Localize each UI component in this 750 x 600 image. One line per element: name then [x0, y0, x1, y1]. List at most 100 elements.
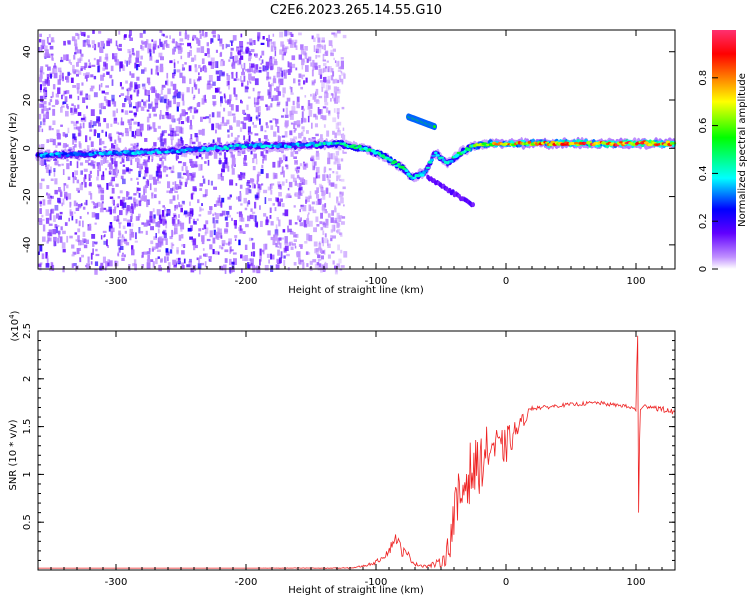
- noise-speckle: [83, 33, 86, 37]
- noise-speckle: [313, 113, 317, 118]
- noise-speckle: [281, 203, 285, 208]
- spectrogram-y-label: Frequency (Hz): [8, 112, 19, 188]
- noise-speckle: [334, 91, 337, 98]
- noise-speckle: [116, 108, 118, 114]
- noise-speckle: [48, 229, 53, 237]
- noise-speckle: [61, 105, 65, 108]
- noise-speckle: [149, 55, 153, 61]
- noise-speckle: [150, 68, 153, 75]
- noise-speckle: [338, 258, 342, 264]
- noise-speckle: [144, 138, 148, 142]
- noise-speckle: [42, 105, 47, 112]
- noise-speckle: [270, 253, 272, 260]
- noise-speckle: [224, 249, 229, 253]
- noise-speckle: [216, 236, 220, 240]
- noise-speckle: [138, 192, 141, 198]
- noise-speckle: [125, 242, 130, 246]
- noise-speckle: [154, 60, 158, 63]
- snr-y-ticks: 0.511.522.5: [22, 323, 675, 561]
- noise-speckle: [222, 60, 225, 66]
- noise-speckle: [165, 35, 168, 39]
- noise-speckle: [165, 102, 170, 109]
- noise-speckle: [247, 130, 250, 135]
- noise-speckle: [134, 263, 137, 271]
- noise-speckle: [275, 264, 280, 270]
- noise-speckle: [121, 257, 125, 261]
- noise-speckle: [320, 198, 322, 204]
- noise-speckle: [103, 96, 107, 102]
- noise-speckle: [313, 241, 318, 247]
- noise-speckle: [316, 262, 320, 265]
- noise-speckle: [243, 116, 247, 121]
- noise-speckle: [121, 239, 125, 243]
- noise-speckle: [198, 76, 202, 81]
- noise-speckle: [89, 182, 92, 187]
- noise-speckle: [235, 183, 238, 186]
- noise-speckle: [102, 73, 106, 77]
- noise-speckle: [288, 219, 292, 226]
- noise-speckle: [161, 114, 165, 120]
- noise-speckle: [196, 109, 199, 113]
- noise-speckle: [333, 57, 335, 61]
- noise-speckle: [172, 95, 176, 99]
- noise-speckle: [237, 50, 242, 56]
- noise-speckle: [42, 224, 46, 232]
- noise-speckle: [242, 175, 245, 179]
- noise-speckle: [323, 249, 326, 255]
- noise-speckle: [89, 88, 94, 92]
- noise-speckle: [223, 93, 226, 99]
- noise-speckle: [290, 246, 294, 250]
- noise-speckle: [263, 189, 268, 194]
- noise-speckle: [170, 133, 174, 141]
- noise-speckle: [127, 49, 131, 54]
- noise-speckle: [302, 129, 305, 132]
- noise-speckle: [102, 256, 106, 264]
- noise-speckle: [77, 70, 82, 75]
- noise-speckle: [247, 200, 250, 204]
- noise-speckle: [163, 232, 167, 238]
- noise-speckle: [314, 190, 318, 195]
- noise-speckle: [305, 199, 307, 204]
- noise-speckle: [125, 131, 129, 137]
- noise-speckle: [62, 248, 66, 253]
- noise-speckle: [48, 107, 51, 111]
- noise-speckle: [315, 115, 318, 120]
- noise-speckle: [53, 72, 58, 79]
- noise-speckle: [167, 256, 169, 262]
- noise-speckle: [55, 226, 58, 234]
- noise-speckle: [301, 131, 304, 137]
- noise-speckle: [92, 45, 95, 48]
- noise-speckle: [116, 131, 119, 135]
- noise-speckle: [314, 263, 319, 269]
- noise-speckle: [326, 92, 329, 98]
- noise-speckle: [92, 241, 95, 247]
- noise-speckle: [231, 262, 235, 269]
- noise-speckle: [103, 240, 107, 245]
- noise-speckle: [276, 103, 280, 107]
- noise-speckle: [122, 202, 127, 208]
- noise-speckle: [47, 79, 50, 86]
- noise-speckle: [134, 199, 138, 205]
- noise-speckle: [306, 130, 309, 134]
- noise-speckle: [248, 258, 252, 262]
- noise-speckle: [248, 58, 251, 62]
- noise-speckle: [304, 241, 308, 244]
- noise-speckle: [150, 240, 154, 245]
- noise-speckle: [169, 236, 173, 240]
- noise-speckle: [332, 71, 334, 77]
- noise-speckle: [174, 181, 177, 187]
- signal-trace-blob: [258, 142, 263, 147]
- noise-speckle: [333, 86, 338, 93]
- noise-speckle: [63, 54, 67, 61]
- noise-speckle: [89, 175, 92, 178]
- noise-speckle: [307, 214, 309, 221]
- colorbar-tick-label: 0.2: [698, 213, 709, 229]
- noise-speckle: [99, 266, 102, 271]
- noise-speckle: [179, 126, 183, 134]
- noise-speckle: [204, 231, 207, 236]
- noise-speckle: [257, 34, 260, 40]
- noise-speckle: [193, 83, 196, 88]
- noise-speckle: [318, 200, 321, 204]
- signal-trace-blob: [392, 160, 398, 164]
